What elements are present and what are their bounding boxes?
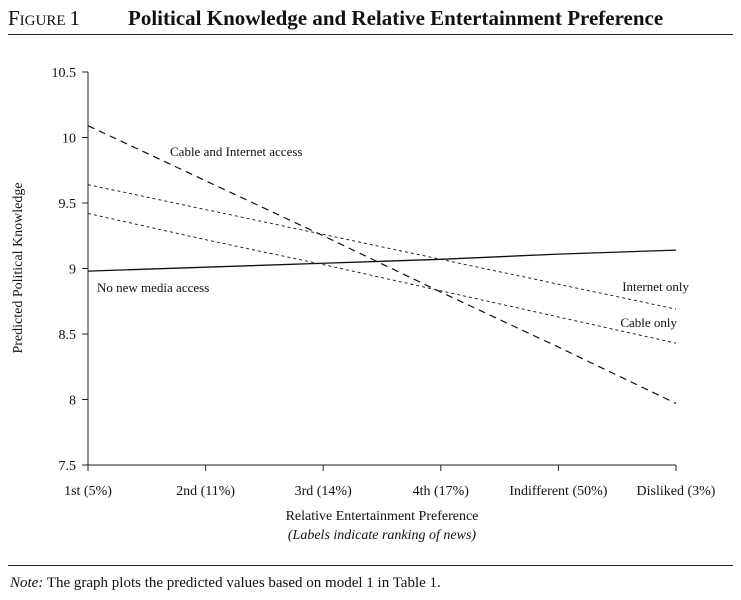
- x-tick-label: 3rd (14%): [295, 484, 352, 499]
- y-tick-label: 7.5: [59, 459, 77, 474]
- figure-note: Note: The graph plots the predicted valu…: [10, 575, 441, 592]
- note-prefix: Note:: [10, 575, 44, 591]
- figure-label-text: Figure: [8, 6, 66, 30]
- x-axis-subtitle: (Labels indicate ranking of news): [288, 528, 477, 543]
- series-label-3: No new media access: [97, 280, 209, 295]
- figure-label: Figure 1: [8, 6, 80, 31]
- figure-number: 1: [69, 6, 81, 30]
- y-tick-label: 8.5: [59, 328, 77, 343]
- x-tick-label: 4th (17%): [413, 484, 470, 499]
- y-tick-label: 8: [69, 394, 76, 409]
- y-axis-title: Predicted Political Knowledge: [11, 182, 26, 353]
- line-chart: 7.5 8 8.5 9 9.5 10 10.5 1st (5%) 2nd (11%) 3rd (1…: [11, 66, 716, 543]
- series-label-0: Cable and Internet access: [170, 144, 302, 159]
- y-tick-label: 10.5: [52, 66, 77, 81]
- x-tick-label: 2nd (11%): [176, 484, 235, 499]
- note-divider: [8, 565, 733, 566]
- y-tick-label: 9: [69, 263, 76, 278]
- series-line-2: [87, 213, 677, 344]
- x-tick-label: 1st (5%): [64, 484, 112, 499]
- x-axis-title: Relative Entertainment Preference: [286, 509, 479, 524]
- series-line-3: [87, 249, 677, 272]
- y-tick-label: 10: [62, 132, 76, 147]
- note-text: The graph plots the predicted values bas…: [43, 575, 441, 591]
- series-line-0: [87, 125, 677, 404]
- figure-header: Figure 1 Political Knowledge and Relative…: [8, 4, 733, 35]
- x-tick-label: Indifferent (50%): [509, 484, 607, 499]
- series-label-2: Cable only: [620, 315, 677, 330]
- figure-title: Political Knowledge and Relative Enterta…: [128, 6, 664, 30]
- x-tick-label: Disliked (3%): [637, 484, 716, 499]
- y-tick-label: 9.5: [59, 197, 77, 212]
- series-line-1: [87, 184, 677, 310]
- series-label-1: Internet only: [622, 279, 689, 294]
